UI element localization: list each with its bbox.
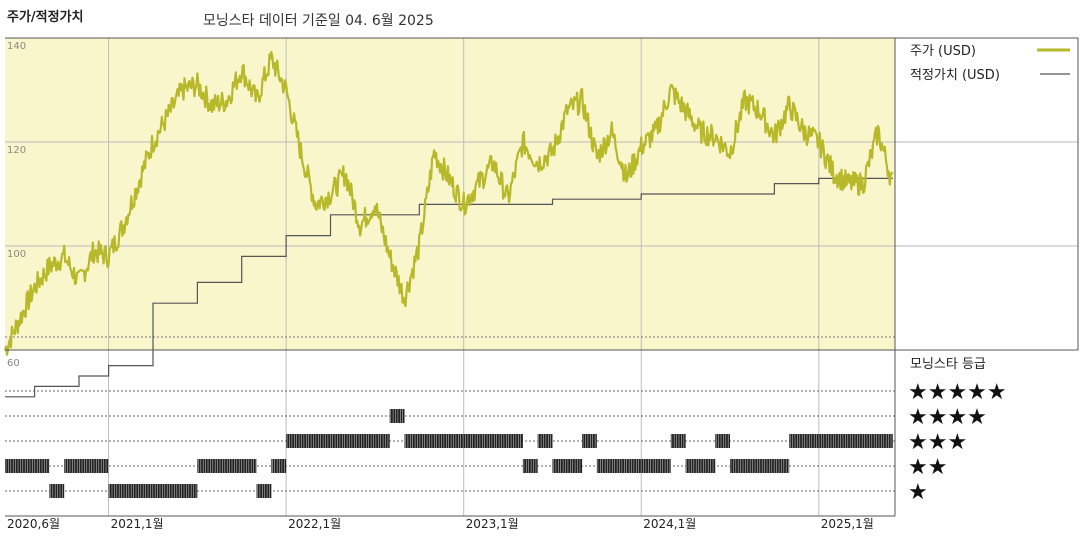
rating-bar xyxy=(49,484,65,498)
rating-bar xyxy=(5,459,50,473)
rating-segment-2-star xyxy=(197,459,257,473)
rating-segment-3-star xyxy=(670,434,686,448)
chart-title: 주가/적정가치 xyxy=(7,10,84,25)
fair-value-series xyxy=(5,177,893,398)
y-tick-labels: 140 120 100 60 xyxy=(7,41,26,369)
rating-segment-2-star xyxy=(596,459,671,473)
rating-bar xyxy=(256,484,272,498)
rating-segment-3-star xyxy=(404,434,523,448)
rating-segment-1-star xyxy=(49,484,65,498)
x-tick-label: 2024,1월 xyxy=(643,517,696,531)
rating-bar xyxy=(537,434,553,448)
rating-legend-3-stars: ★★★ xyxy=(908,430,967,455)
rating-bar xyxy=(670,434,686,448)
rating-legend-title: 모닝스타 등급 xyxy=(910,357,986,372)
rating-segment-3-star xyxy=(789,434,893,448)
rating-segment-2-star xyxy=(730,459,790,473)
price-series xyxy=(3,50,894,356)
rating-bar xyxy=(582,434,597,448)
rating-bar xyxy=(271,459,287,473)
legend-fair-value-label: 적정가치 (USD) xyxy=(910,68,1000,83)
rating-y-tick-label: 60 xyxy=(7,358,20,369)
rating-segment-2-star xyxy=(522,459,538,473)
rating-segment-3-star xyxy=(715,434,731,448)
rating-segment-1-star xyxy=(256,484,272,498)
rating-bar xyxy=(715,434,731,448)
x-tick-label: 2023,1월 xyxy=(466,517,519,531)
legend-price-label: 주가 (USD) xyxy=(910,44,976,59)
rating-bar xyxy=(64,459,109,473)
x-tick-label: 2022,1월 xyxy=(288,517,341,531)
x-tick-label: 2021,1월 xyxy=(111,517,164,531)
x-tick-label: 2025,1월 xyxy=(821,517,874,531)
x-tick-label: 2020,6월 xyxy=(7,517,60,531)
chart-frame xyxy=(5,37,1079,517)
rating-bars xyxy=(5,409,893,498)
rating-bar xyxy=(552,459,583,473)
rating-segment-4-star xyxy=(389,409,405,423)
y-tick-label: 120 xyxy=(7,145,26,156)
rating-legend-1-stars: ★ xyxy=(908,480,928,505)
rating-segment-3-star xyxy=(582,434,597,448)
rating-bar xyxy=(685,459,716,473)
x-tick-labels: 2020,6월 2021,1월 2022,1월 2023,1월 2024,1월 2025,… xyxy=(7,517,874,531)
rating-segment-2-star xyxy=(271,459,287,473)
rating-segment-2-star xyxy=(552,459,583,473)
rating-segment-2-star xyxy=(64,459,109,473)
y-tick-label: 140 xyxy=(7,41,26,52)
y-tick-label: 100 xyxy=(7,249,26,260)
rating-segment-3-star xyxy=(286,434,390,448)
legend: 주가 (USD)적정가치 (USD)모닝스타 등급★★★★★★★★★★★★★★★ xyxy=(908,44,1070,505)
rating-segment-1-star xyxy=(108,484,198,498)
rating-bar xyxy=(522,459,538,473)
data-date-label: 모닝스타 데이터 기준일 04. 6월 2025 xyxy=(203,13,434,29)
rating-segment-2-star xyxy=(5,459,50,473)
price-line xyxy=(3,50,894,356)
rating-legend-4-stars: ★★★★ xyxy=(908,405,987,430)
fair-value-line xyxy=(5,177,893,398)
rating-segment-3-star xyxy=(537,434,553,448)
rating-legend-2-stars: ★★ xyxy=(908,455,947,480)
rating-legend-5-stars: ★★★★★ xyxy=(908,380,1007,405)
rating-segment-2-star xyxy=(685,459,716,473)
rating-bar xyxy=(389,409,405,423)
